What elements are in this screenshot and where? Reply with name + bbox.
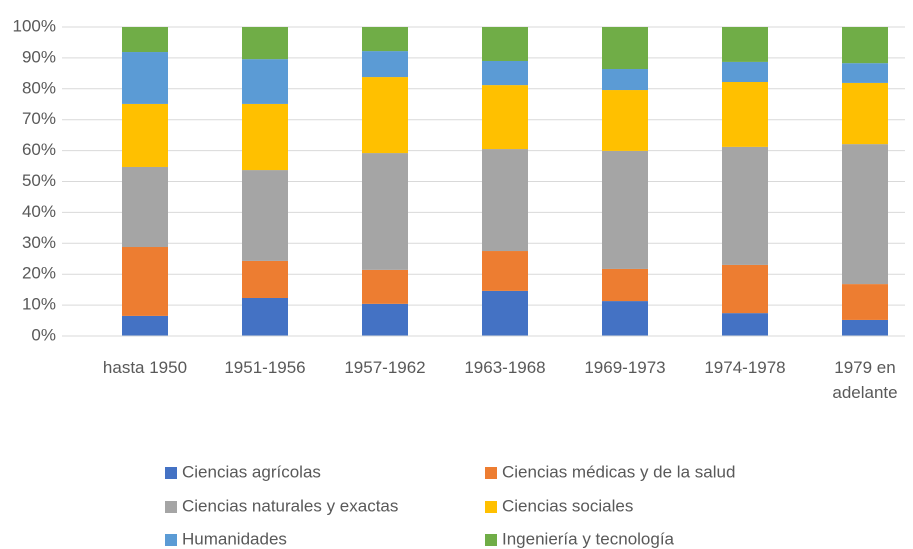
bar-segment (242, 27, 288, 60)
bar-segment (242, 59, 288, 104)
legend-label: Ciencias naturales y exactas (182, 496, 398, 515)
bar-segment (122, 315, 168, 336)
y-tick-label: 20% (22, 264, 56, 283)
x-tick-label: 1963-1968 (464, 358, 546, 377)
bar-segment (362, 269, 408, 304)
legend-label: Humanidades (182, 529, 287, 548)
bar-segment (722, 27, 768, 62)
bar-segment (602, 301, 648, 336)
y-tick-label: 90% (22, 47, 56, 66)
bar-segment (482, 251, 528, 291)
bar-segment (602, 69, 648, 91)
bar-segment (602, 27, 648, 70)
bar-segment (482, 27, 528, 61)
bar-segment (482, 85, 528, 150)
legend-label: Ciencias médicas y de la salud (502, 462, 735, 481)
bar-segment (362, 153, 408, 270)
bar-segment (122, 166, 168, 248)
legend-label: Ciencias sociales (502, 496, 633, 515)
y-tick-label: 40% (22, 202, 56, 221)
bar-segment (722, 313, 768, 336)
legend-swatch (485, 501, 497, 513)
x-tick-label: 1974-1978 (704, 358, 786, 377)
bar-segment (482, 60, 528, 86)
legend-label: Ciencias agrícolas (182, 462, 321, 481)
legend-swatch (165, 534, 177, 546)
bar-segment (482, 149, 528, 252)
bar-segment (842, 63, 888, 83)
bar-segment (242, 297, 288, 336)
bar-segment (242, 170, 288, 261)
bar-segment (362, 51, 408, 78)
bar-segment (242, 103, 288, 171)
bar-segment (362, 27, 408, 52)
y-tick-label: 10% (22, 295, 56, 314)
bar-segment (602, 268, 648, 302)
y-tick-label: 100% (13, 16, 56, 35)
x-tick-label: 1969-1973 (584, 358, 666, 377)
bar-segment (722, 264, 768, 314)
y-tick-label: 80% (22, 78, 56, 97)
legend-swatch (485, 467, 497, 479)
y-tick-label: 60% (22, 140, 56, 159)
x-tick-label: 1951-1956 (224, 358, 306, 377)
legend-swatch (165, 501, 177, 513)
bar-segment (242, 260, 288, 298)
bar-segment (722, 146, 768, 265)
bar-segment (842, 144, 888, 285)
bar-segment (122, 103, 168, 167)
y-tick-label: 70% (22, 109, 56, 128)
bar-segment (842, 27, 888, 64)
bar-segment (122, 247, 168, 316)
bar-segment (842, 319, 888, 336)
bar-segment (722, 61, 768, 83)
bar-segment (482, 290, 528, 336)
bar-segment (122, 27, 168, 53)
legend-label: Ingeniería y tecnología (502, 529, 675, 548)
bar-segment (722, 82, 768, 147)
y-tick-label: 50% (22, 171, 56, 190)
bar-segment (842, 82, 888, 145)
bar-segment (842, 284, 888, 320)
bar-segment (602, 150, 648, 269)
bar-segment (602, 90, 648, 151)
bar-segment (362, 303, 408, 336)
legend-swatch (165, 467, 177, 479)
legend-swatch (485, 534, 497, 546)
x-tick-label: 1957-1962 (344, 358, 426, 377)
x-tick-label: 1979 en adelante (832, 358, 898, 402)
x-tick-label: hasta 1950 (102, 358, 188, 377)
y-tick-label: 30% (22, 233, 56, 252)
y-tick-label: 0% (31, 325, 56, 344)
bar-segment (362, 77, 408, 154)
bar-segment (122, 52, 168, 104)
